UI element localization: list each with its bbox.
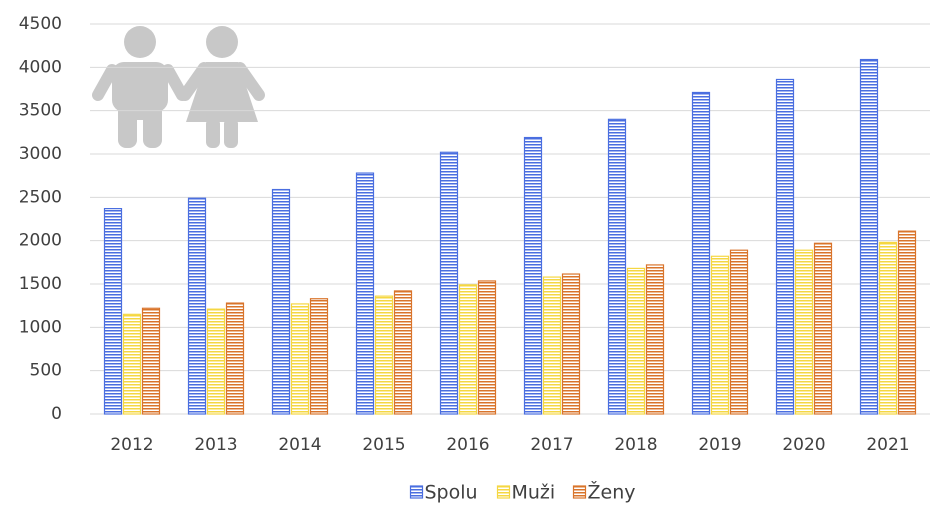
x-tick-label: 2021 bbox=[866, 435, 909, 455]
y-tick-label: 1000 bbox=[19, 317, 62, 337]
bar bbox=[374, 295, 394, 415]
bar bbox=[141, 307, 161, 415]
bar bbox=[103, 208, 123, 415]
x-tick-label: 2012 bbox=[110, 435, 153, 455]
bar bbox=[439, 151, 459, 415]
bar bbox=[187, 197, 207, 415]
bar bbox=[691, 91, 711, 415]
y-tick-label: 3000 bbox=[19, 144, 62, 164]
bar bbox=[897, 230, 917, 415]
bar bbox=[290, 303, 310, 415]
bar bbox=[878, 241, 898, 415]
x-tick-label: 2017 bbox=[530, 435, 573, 455]
y-tick-label: 2500 bbox=[19, 187, 62, 207]
y-tick-label: 500 bbox=[30, 361, 62, 381]
people-icon bbox=[92, 26, 265, 148]
bar bbox=[710, 255, 730, 415]
legend-label: Spolu bbox=[425, 482, 478, 504]
bar bbox=[458, 284, 478, 415]
x-tick-label: 2019 bbox=[698, 435, 741, 455]
legend-label: Muži bbox=[512, 482, 556, 504]
bar bbox=[542, 276, 562, 415]
bar bbox=[523, 136, 543, 415]
y-tick-label: 4500 bbox=[19, 14, 62, 34]
x-tick-label: 2014 bbox=[278, 435, 321, 455]
bar bbox=[225, 302, 245, 415]
bar bbox=[813, 242, 833, 415]
bar bbox=[626, 267, 646, 415]
bar bbox=[271, 188, 291, 415]
y-tick-label: 4000 bbox=[19, 57, 62, 77]
bar bbox=[561, 273, 581, 415]
bar bbox=[859, 58, 879, 415]
y-tick-label: 3500 bbox=[19, 101, 62, 121]
bar bbox=[309, 298, 329, 415]
x-tick-label: 2016 bbox=[446, 435, 489, 455]
y-tick-label: 1500 bbox=[19, 274, 62, 294]
bar bbox=[607, 118, 627, 415]
y-tick-label: 0 bbox=[51, 404, 62, 424]
legend-swatch bbox=[409, 485, 424, 499]
bar bbox=[355, 172, 375, 415]
x-tick-label: 2018 bbox=[614, 435, 657, 455]
bar bbox=[206, 308, 226, 415]
legend-swatch bbox=[496, 485, 511, 499]
x-tick-label: 2013 bbox=[194, 435, 237, 455]
bar bbox=[645, 264, 665, 415]
bar bbox=[122, 313, 142, 415]
bar bbox=[393, 290, 413, 415]
x-tick-label: 2015 bbox=[362, 435, 405, 455]
y-tick-label: 2000 bbox=[19, 231, 62, 251]
bar bbox=[729, 249, 749, 415]
bar bbox=[477, 280, 497, 415]
legend-swatch bbox=[572, 485, 587, 499]
bar bbox=[794, 249, 814, 415]
x-tick-label: 2020 bbox=[782, 435, 825, 455]
legend-label: Ženy bbox=[588, 481, 636, 504]
bar bbox=[775, 78, 795, 415]
